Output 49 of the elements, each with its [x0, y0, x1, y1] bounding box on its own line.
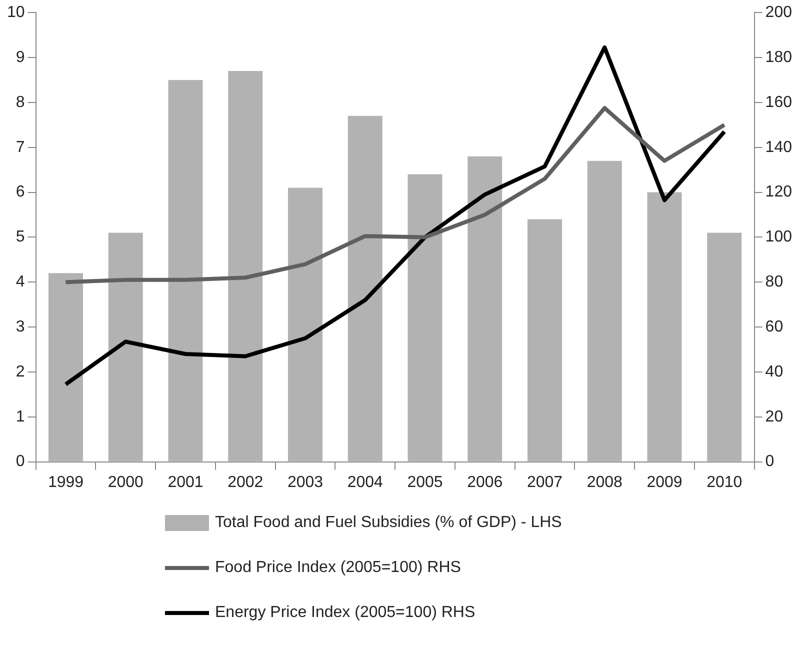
- x-tick-label: 2009: [646, 474, 682, 491]
- legend-label: Food Price Index (2005=100) RHS: [215, 558, 461, 576]
- y-tick-label: 3: [16, 318, 25, 336]
- y2-tick-label: 20: [765, 408, 784, 426]
- y-tick-label: 2: [16, 363, 25, 380]
- bar: [707, 232, 742, 462]
- y-tick-label: 10: [7, 4, 25, 22]
- y-tick-label: 7: [16, 138, 25, 156]
- y-tick-label: 4: [16, 274, 25, 291]
- x-tick-label: 2002: [228, 474, 264, 491]
- x-tick-label: 1999: [48, 474, 84, 491]
- y-tick-label: 8: [16, 94, 25, 111]
- bar: [288, 188, 322, 462]
- x-tick-label: 2000: [108, 474, 144, 491]
- y2-tick-label: 100: [765, 228, 792, 246]
- legend-label: Energy Price Index (2005=100) RHS: [215, 604, 476, 622]
- bar: [348, 116, 382, 462]
- bar: [228, 70, 263, 462]
- bar: [168, 80, 203, 462]
- x-tick-label: 2007: [526, 474, 563, 491]
- bar: [408, 174, 442, 462]
- y2-tick-label: 0: [765, 453, 774, 470]
- y-tick-label: 6: [16, 184, 25, 201]
- y2-tick-label: 160: [765, 94, 792, 111]
- y2-tick-label: 200: [765, 4, 792, 22]
- y-tick-label: 0: [16, 453, 25, 470]
- bar: [468, 156, 502, 462]
- bar: [108, 232, 143, 462]
- legend-label: Total Food and Fuel Subsidies (% of GDP) - LHS: [215, 514, 562, 532]
- y-tick-label: 1: [16, 408, 25, 426]
- y-tick-label: 5: [16, 228, 25, 246]
- y-tick-label: 9: [16, 48, 25, 66]
- y2-tick-label: 60: [765, 318, 784, 336]
- x-tick-label: 2010: [706, 474, 742, 491]
- y2-tick-label: 80: [765, 274, 784, 291]
- bar: [587, 160, 622, 462]
- x-tick-label: 2001: [168, 474, 204, 491]
- x-tick-label: 2004: [347, 474, 384, 491]
- y2-tick-label: 40: [765, 363, 784, 380]
- bar: [527, 219, 562, 462]
- bar: [647, 192, 682, 462]
- x-tick-label: 2008: [586, 474, 623, 491]
- bar: [48, 273, 83, 462]
- y2-tick-label: 140: [765, 138, 792, 156]
- y2-tick-label: 180: [765, 48, 792, 66]
- y2-tick-label: 120: [765, 184, 792, 201]
- x-tick-label: 2006: [467, 474, 503, 491]
- x-tick-label: 2003: [287, 474, 324, 491]
- x-tick-label: 2005: [407, 474, 443, 491]
